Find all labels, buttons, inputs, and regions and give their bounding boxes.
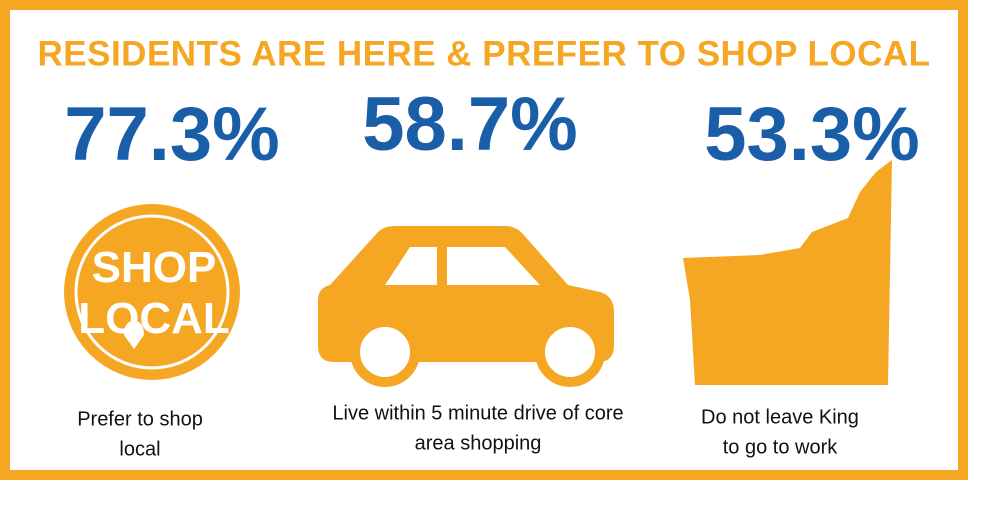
icon-text: LOCAL bbox=[78, 294, 230, 343]
caption: Do not leave King bbox=[701, 406, 859, 428]
captions: Prefer to shop local Live within 5 minut… bbox=[77, 402, 859, 460]
stat-figure: 58.7% bbox=[362, 82, 578, 167]
caption: to go to work bbox=[723, 436, 839, 458]
stat-figure: 53.3% bbox=[704, 92, 920, 177]
caption: local bbox=[119, 438, 160, 460]
title: RESIDENTS ARE HERE & PREFER TO SHOP LOCA… bbox=[37, 34, 930, 73]
car-icon bbox=[318, 226, 614, 387]
icon-text: SHOP bbox=[92, 243, 217, 292]
shop-local-icon: SHOP LOCAL bbox=[64, 204, 240, 380]
stat-figure: 77.3% bbox=[64, 92, 280, 177]
caption: Live within 5 minute drive of core bbox=[332, 402, 623, 424]
caption: area shopping bbox=[415, 432, 542, 454]
map-icon bbox=[683, 160, 892, 385]
caption: Prefer to shop bbox=[77, 408, 203, 430]
